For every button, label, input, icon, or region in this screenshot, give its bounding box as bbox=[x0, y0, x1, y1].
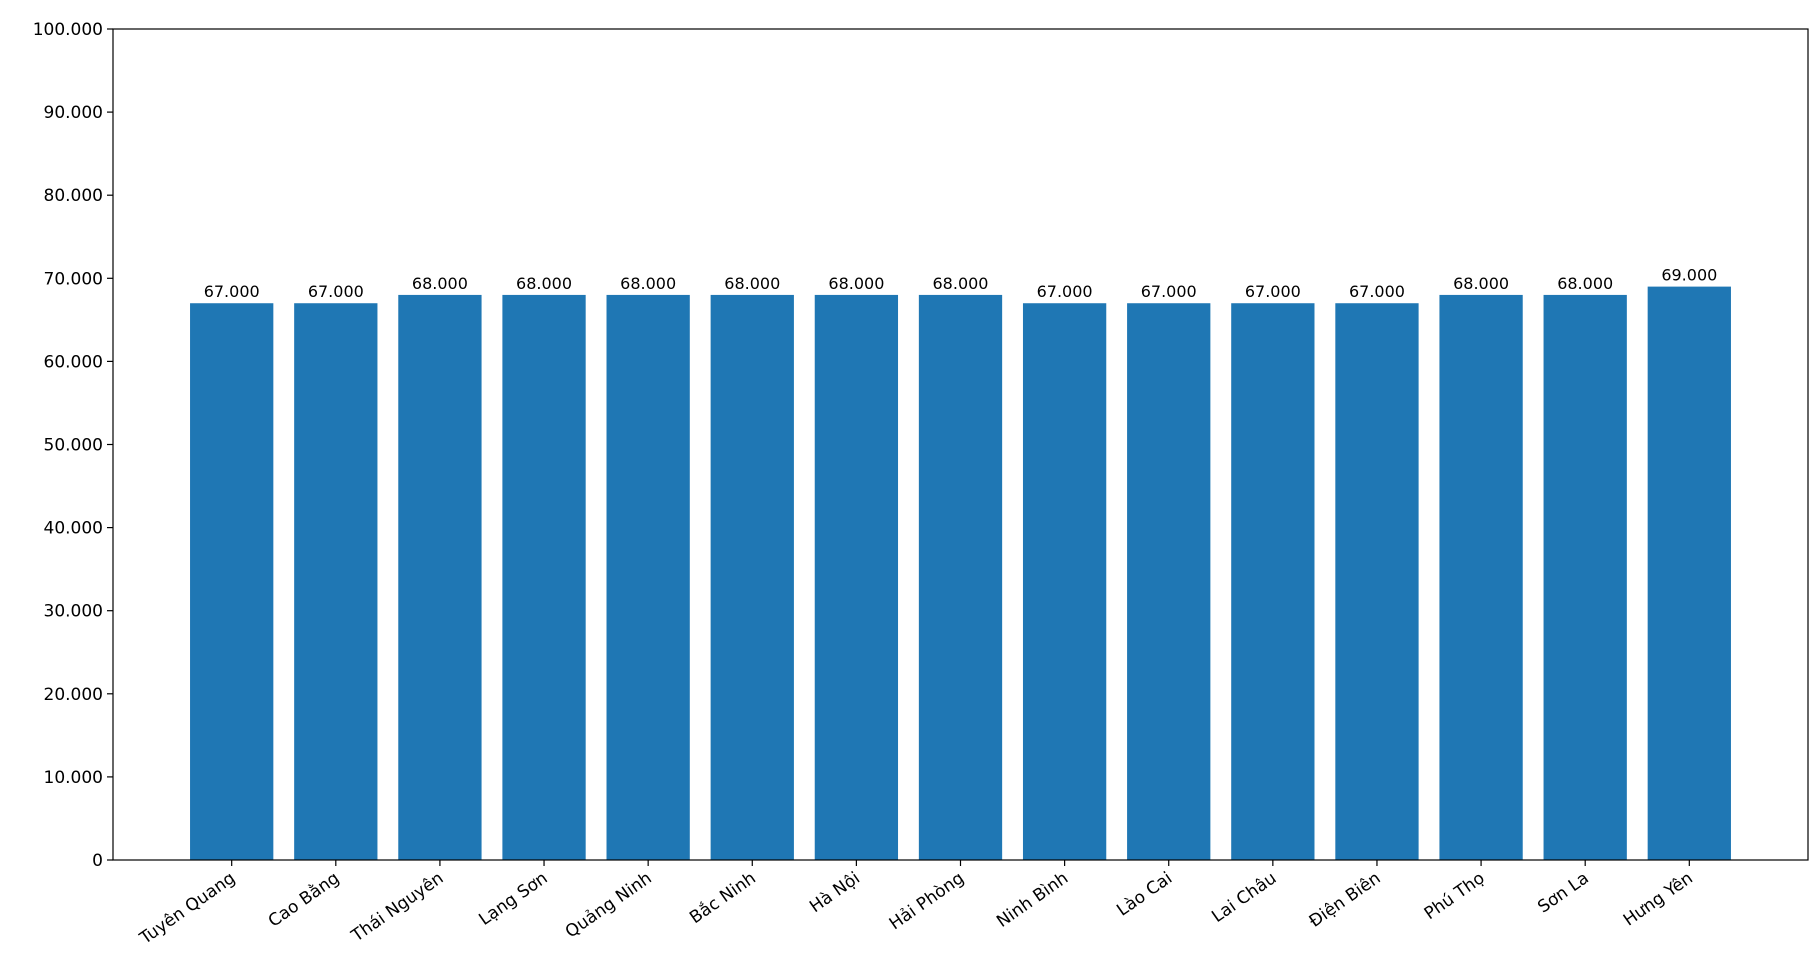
bar bbox=[1647, 286, 1731, 860]
y-tick-label: 50.000 bbox=[44, 436, 103, 456]
y-tick-label: 70.000 bbox=[44, 269, 103, 289]
y-tick-label: 80.000 bbox=[44, 186, 103, 206]
bar bbox=[710, 294, 794, 860]
x-tick-label: Lạng Sơn bbox=[475, 868, 551, 930]
bar bbox=[606, 294, 690, 860]
y-tick-label: 90.000 bbox=[44, 103, 103, 123]
y-tick-label: 60.000 bbox=[44, 352, 103, 372]
x-tick-label: Cao Bằng bbox=[264, 867, 343, 931]
value-label: 67.000 bbox=[308, 282, 364, 301]
bar bbox=[1022, 303, 1107, 861]
x-tick-label: Lào Cai bbox=[1113, 868, 1176, 920]
x-tick-label: Hưng Yên bbox=[1620, 868, 1697, 930]
x-tick-label: Quảng Ninh bbox=[562, 868, 656, 942]
value-label: 68.000 bbox=[620, 274, 676, 293]
x-tick-label: Lai Châu bbox=[1208, 868, 1280, 927]
x-tick-label: Thái Nguyên bbox=[347, 868, 447, 946]
plot-frame bbox=[112, 28, 1809, 861]
value-label: 68.000 bbox=[412, 274, 468, 293]
x-tick-label: Hải Phòng bbox=[886, 868, 968, 934]
x-tick-label: Điện Biên bbox=[1306, 868, 1385, 932]
value-label: 67.000 bbox=[204, 282, 260, 301]
value-label: 68.000 bbox=[1557, 274, 1613, 293]
value-label: 68.000 bbox=[724, 274, 780, 293]
bar bbox=[1543, 294, 1627, 860]
value-label: 67.000 bbox=[1037, 282, 1093, 301]
value-label: 67.000 bbox=[1349, 282, 1405, 301]
bar bbox=[1127, 303, 1211, 861]
bar bbox=[814, 294, 899, 860]
y-tick-label: 20.000 bbox=[44, 685, 103, 705]
bar bbox=[502, 294, 586, 860]
bar bbox=[918, 294, 1003, 860]
value-label: 67.000 bbox=[1141, 282, 1197, 301]
x-tick-label: Hà Nội bbox=[806, 868, 864, 917]
value-label: 67.000 bbox=[1245, 282, 1301, 301]
value-label: 69.000 bbox=[1661, 266, 1717, 285]
bar bbox=[1439, 294, 1523, 860]
value-label: 68.000 bbox=[828, 274, 884, 293]
bar bbox=[1231, 303, 1315, 861]
y-tick-label: 30.000 bbox=[44, 602, 103, 622]
bar bbox=[398, 294, 482, 860]
value-label: 68.000 bbox=[516, 274, 572, 293]
x-tick-label: Sơn La bbox=[1534, 868, 1592, 917]
x-tick-label: Phú Thọ bbox=[1421, 868, 1489, 924]
x-tick-label: Tuyên Quang bbox=[136, 868, 240, 949]
x-tick-label: Ninh Bình bbox=[993, 868, 1072, 932]
value-label: 68.000 bbox=[1453, 274, 1509, 293]
y-tick-label: 10.000 bbox=[44, 768, 103, 788]
x-tick-label: Bắc Ninh bbox=[686, 867, 760, 928]
y-tick-label: 40.000 bbox=[44, 519, 103, 539]
y-tick-label: 100.000 bbox=[33, 20, 103, 40]
y-tick-label: 0 bbox=[92, 851, 103, 871]
bar bbox=[190, 303, 274, 861]
bar bbox=[1335, 303, 1419, 861]
bar bbox=[294, 303, 378, 861]
value-label: 68.000 bbox=[933, 274, 989, 293]
